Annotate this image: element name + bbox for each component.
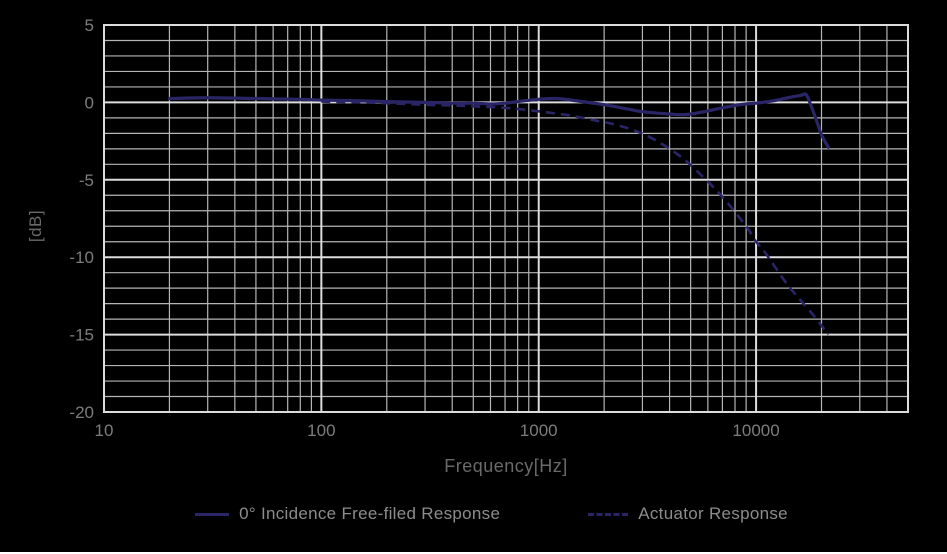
y-tick-label: -5	[79, 171, 94, 190]
legend-item-actuator-response: Actuator Response	[588, 504, 788, 524]
chart-legend: 0° Incidence Free-filed Response Actuato…	[0, 502, 947, 526]
series-line-free-field-response	[167, 92, 830, 149]
y-tick-label: 0	[85, 93, 94, 112]
plot-frame	[103, 24, 909, 413]
x-tick-label: 10	[95, 421, 114, 440]
y-tick-label: -10	[69, 248, 94, 267]
x-tick-label: 100	[307, 421, 335, 440]
legend-label-actuator-response: Actuator Response	[638, 504, 788, 523]
y-tick-label: 5	[85, 16, 94, 35]
legend-item-free-field-response: 0° Incidence Free-filed Response	[195, 504, 500, 524]
x-tick-label: 1000	[520, 421, 558, 440]
page-bottom-rule	[0, 552, 947, 554]
y-axis-label: [dB]	[26, 209, 45, 243]
legend-label-free-field-response: 0° Incidence Free-filed Response	[239, 504, 501, 523]
solid-line-swatch-icon	[195, 512, 230, 516]
x-tick-label: 10000	[732, 421, 779, 440]
series-line-actuator-response	[321, 100, 830, 336]
x-axis-label: Frequency[Hz]	[444, 456, 568, 476]
y-tick-label: -15	[69, 326, 94, 345]
y-tick-label: -20	[69, 403, 94, 422]
dashed-line-swatch-icon	[588, 512, 629, 516]
